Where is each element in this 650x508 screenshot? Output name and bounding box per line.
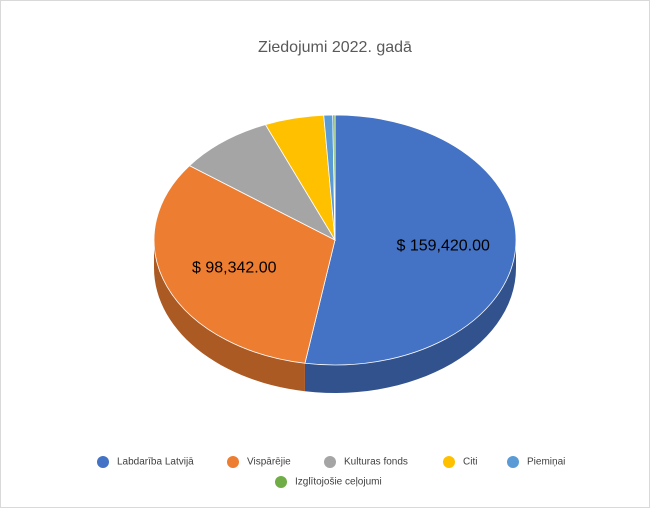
- chart-title: Ziedojumi 2022. gadā: [258, 39, 412, 56]
- pie-slice: [153, 165, 336, 364]
- slice-side: [304, 240, 516, 393]
- legend-marker: [97, 456, 109, 468]
- legend-label: Labdarība Latvijā: [117, 457, 194, 468]
- legend-marker: [324, 456, 336, 468]
- pie-slice: [332, 114, 336, 241]
- legend-label: Izglītojošie ceļojumi: [295, 477, 382, 488]
- data-label: $ 159,420.00: [397, 237, 491, 254]
- pie-slice: [304, 114, 517, 366]
- legend-marker: [227, 456, 239, 468]
- pie-slice: [188, 124, 337, 241]
- legend-label: Kulturas fonds: [344, 457, 408, 468]
- legend-marker: [507, 456, 519, 468]
- slice-side: [154, 240, 305, 392]
- legend-label: Citi: [463, 457, 477, 468]
- legend-marker: [275, 476, 287, 488]
- legend-marker: [443, 456, 455, 468]
- data-label: $ 98,342.00: [192, 259, 277, 276]
- legend-label: Piemiņai: [527, 457, 565, 468]
- legend-label: Vispārējie: [247, 457, 291, 468]
